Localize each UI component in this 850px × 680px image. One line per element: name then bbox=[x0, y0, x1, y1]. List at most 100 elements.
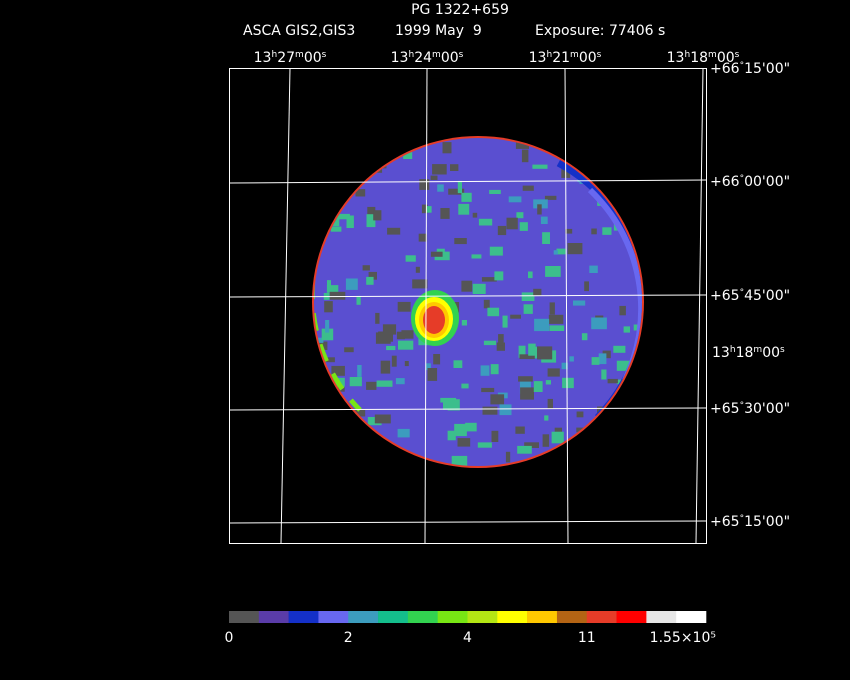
dec-label: +65°15'00" bbox=[710, 514, 790, 530]
noise-patch bbox=[498, 334, 504, 346]
noise-patch bbox=[387, 227, 401, 235]
colorbar-swatch bbox=[318, 611, 349, 623]
noise-patch bbox=[386, 345, 396, 351]
noise-patch bbox=[544, 415, 549, 421]
dec-label: +66°15'00" bbox=[710, 61, 790, 77]
noise-patch bbox=[382, 324, 397, 335]
noise-patch bbox=[520, 387, 534, 400]
noise-patch bbox=[427, 368, 438, 381]
noise-patch bbox=[602, 350, 611, 359]
dec-grid-line bbox=[228, 407, 707, 411]
noise-patch bbox=[532, 164, 548, 169]
noise-patch bbox=[565, 228, 573, 234]
noise-patch bbox=[518, 345, 526, 358]
noise-patch bbox=[516, 212, 524, 219]
noise-patch bbox=[607, 378, 618, 384]
noise-patch bbox=[624, 157, 631, 165]
noise-patch bbox=[591, 166, 603, 174]
noise-patch bbox=[517, 445, 532, 454]
noise-patch bbox=[433, 354, 441, 365]
image-frame bbox=[229, 68, 707, 544]
noise-patch bbox=[437, 184, 444, 192]
noise-patch bbox=[497, 225, 507, 236]
colorbar-swatch bbox=[467, 611, 498, 623]
noise-patch bbox=[329, 291, 346, 300]
noise-patch bbox=[499, 404, 512, 416]
noise-patch bbox=[591, 228, 597, 235]
side-ra-label: 13h18m00s bbox=[712, 345, 785, 361]
noise-patch bbox=[458, 203, 470, 215]
obs-date: 1999 May 9 bbox=[395, 23, 482, 39]
noise-patch bbox=[557, 453, 565, 460]
noise-patch bbox=[483, 340, 497, 346]
noise-patch bbox=[534, 461, 539, 466]
noise-patch bbox=[398, 340, 414, 350]
noise-patch bbox=[461, 383, 469, 389]
noise-patch bbox=[542, 232, 550, 244]
noise-patch bbox=[602, 227, 612, 235]
noise-patch bbox=[366, 276, 374, 285]
noise-patch bbox=[549, 302, 555, 315]
ra-label: 13h24m00s bbox=[391, 50, 464, 66]
noise-patch bbox=[631, 372, 642, 379]
noise-patch bbox=[618, 394, 629, 407]
noise-patch bbox=[617, 203, 623, 213]
noise-patch bbox=[440, 397, 457, 403]
ra-grid-line bbox=[564, 67, 569, 544]
noise-patch bbox=[396, 331, 405, 340]
noise-patch bbox=[472, 283, 486, 294]
noise-patch bbox=[480, 365, 490, 376]
noise-patch bbox=[609, 177, 614, 190]
noise-patch bbox=[391, 355, 397, 367]
noise-patch bbox=[454, 423, 467, 437]
ra-grid-line bbox=[280, 67, 291, 544]
noise-patch bbox=[478, 218, 493, 226]
colorbar-swatch bbox=[288, 611, 319, 623]
dec-label: +66°00'00" bbox=[710, 174, 790, 190]
noise-patch bbox=[367, 417, 382, 426]
noise-patch bbox=[618, 146, 629, 151]
noise-patch bbox=[515, 139, 529, 149]
noise-patch bbox=[376, 380, 393, 387]
noise-patch bbox=[404, 361, 409, 367]
noise-patch bbox=[482, 406, 498, 415]
noise-patch bbox=[519, 222, 528, 231]
noise-patch bbox=[415, 266, 420, 273]
title: PG 1322+659 bbox=[411, 2, 509, 18]
noise-patch bbox=[494, 271, 504, 281]
noise-patch bbox=[558, 447, 574, 460]
noise-patch bbox=[567, 243, 583, 255]
noise-patch bbox=[349, 377, 362, 387]
colorbar-tick-label: 11 bbox=[578, 630, 596, 646]
noise-patch bbox=[483, 299, 490, 309]
colorbar-swatch bbox=[407, 611, 438, 623]
colorbar-swatch bbox=[229, 611, 260, 623]
noise-patch bbox=[477, 442, 492, 448]
noise-patch bbox=[461, 320, 467, 326]
noise-patch bbox=[451, 455, 468, 466]
noise-patch bbox=[549, 325, 565, 331]
noise-patch bbox=[490, 394, 505, 405]
noise-patch bbox=[378, 331, 393, 342]
noise-patch bbox=[403, 151, 413, 159]
noise-patch bbox=[537, 346, 553, 360]
noise-patch bbox=[551, 431, 564, 444]
dec-label: +65°30'00" bbox=[710, 401, 790, 417]
noise-patch bbox=[481, 387, 495, 393]
dec-grid-line bbox=[228, 520, 707, 524]
noise-patch bbox=[496, 342, 505, 351]
colorbar-swatch bbox=[646, 611, 677, 623]
noise-patch bbox=[589, 265, 598, 273]
colorbar-swatch bbox=[378, 611, 409, 623]
noise-patch bbox=[591, 357, 600, 365]
noise-patch bbox=[630, 436, 641, 446]
noise-patch bbox=[618, 404, 629, 417]
noise-patch bbox=[373, 210, 382, 221]
noise-patch bbox=[547, 368, 560, 377]
noise-patch bbox=[547, 398, 553, 409]
noise-patch bbox=[489, 189, 501, 194]
noise-patch bbox=[610, 449, 625, 463]
ra-label: 13h27m00s bbox=[254, 50, 327, 66]
noise-patch bbox=[343, 157, 349, 164]
axis-labels: 13h27m00s 13h24m00s 13h21m00s 13h18m00s+66°… bbox=[254, 50, 790, 530]
